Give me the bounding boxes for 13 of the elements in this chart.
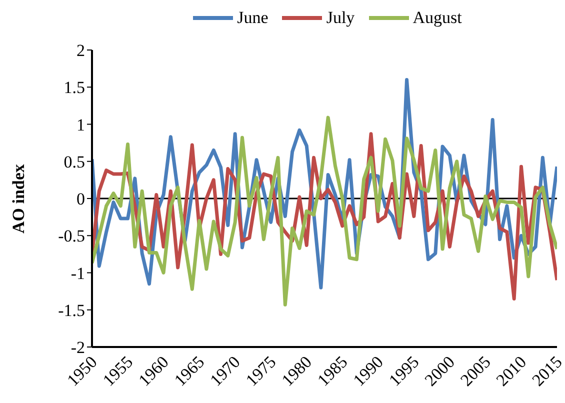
y-tick-label: 0 xyxy=(76,190,85,209)
y-tick-label: 1.5 xyxy=(64,78,85,98)
y-tick-label: -0.5 xyxy=(58,226,85,246)
y-tick-label: -2 xyxy=(70,338,85,358)
y-tick-label: -1 xyxy=(70,264,85,283)
y-tick-label: 2 xyxy=(76,41,85,60)
y-axis-title: AO index xyxy=(9,164,28,234)
y-tick-label: 1 xyxy=(76,115,85,134)
y-tick-label: 0.5 xyxy=(64,152,85,172)
legend-label: July xyxy=(326,8,355,28)
y-tick-label: -1.5 xyxy=(58,300,85,320)
legend-label: August xyxy=(412,8,462,28)
legend-label: June xyxy=(237,8,268,28)
